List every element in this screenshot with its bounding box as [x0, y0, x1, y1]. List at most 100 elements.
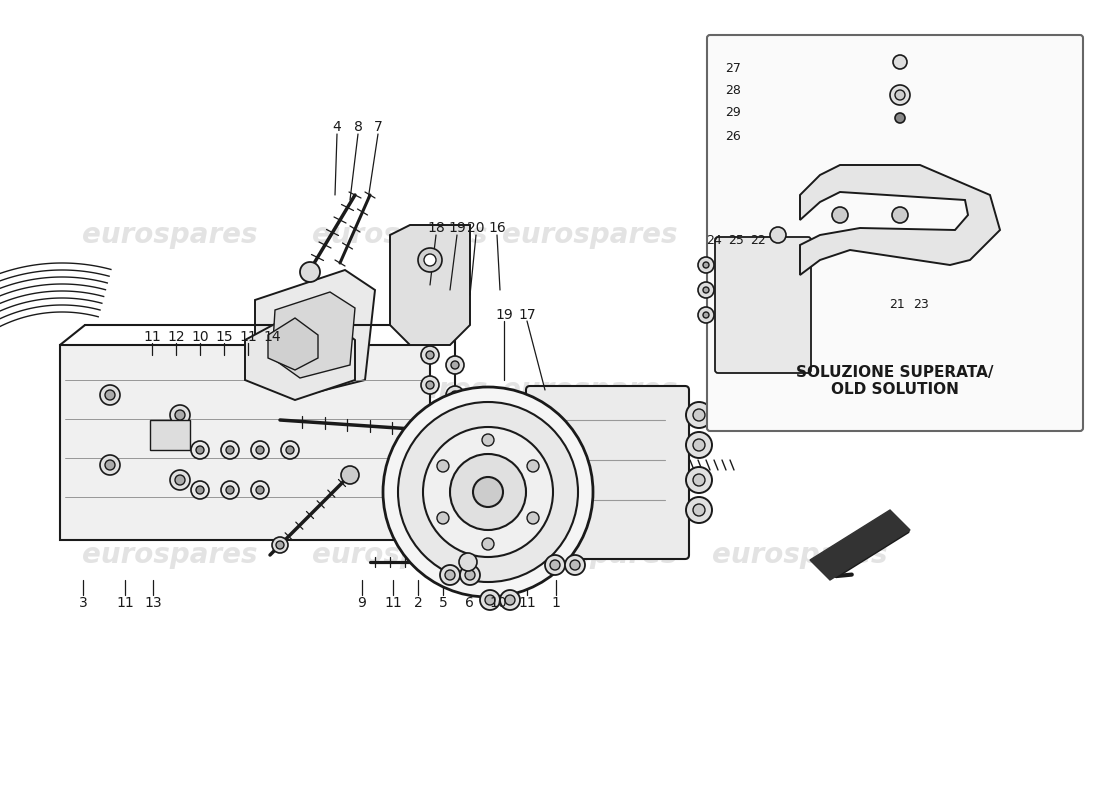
- Text: 24: 24: [706, 234, 722, 246]
- Circle shape: [191, 441, 209, 459]
- Text: 19: 19: [448, 221, 466, 235]
- Text: 19: 19: [495, 308, 513, 322]
- Text: eurospares: eurospares: [82, 541, 257, 569]
- Circle shape: [251, 481, 270, 499]
- Circle shape: [426, 381, 434, 389]
- Text: 11: 11: [143, 330, 161, 344]
- Circle shape: [196, 446, 204, 454]
- Polygon shape: [272, 292, 355, 378]
- Text: 10: 10: [490, 596, 507, 610]
- Text: 29: 29: [725, 106, 741, 119]
- Circle shape: [698, 307, 714, 323]
- Circle shape: [500, 590, 520, 610]
- Circle shape: [703, 262, 710, 268]
- Circle shape: [272, 537, 288, 553]
- Circle shape: [565, 555, 585, 575]
- Circle shape: [693, 409, 705, 421]
- Text: 18: 18: [427, 221, 444, 235]
- Circle shape: [426, 351, 434, 359]
- Circle shape: [527, 460, 539, 472]
- Circle shape: [693, 504, 705, 516]
- Circle shape: [221, 441, 239, 459]
- Text: OLD SOLUTION: OLD SOLUTION: [832, 382, 959, 398]
- Polygon shape: [268, 318, 318, 370]
- Text: 2: 2: [414, 596, 422, 610]
- Circle shape: [890, 85, 910, 105]
- Circle shape: [485, 595, 495, 605]
- Circle shape: [505, 595, 515, 605]
- Circle shape: [544, 555, 565, 575]
- Circle shape: [459, 553, 477, 571]
- Text: 15: 15: [216, 330, 233, 344]
- Circle shape: [693, 439, 705, 451]
- Circle shape: [473, 477, 503, 507]
- Circle shape: [226, 446, 234, 454]
- Circle shape: [175, 410, 185, 420]
- Circle shape: [832, 207, 848, 223]
- Circle shape: [276, 541, 284, 549]
- Polygon shape: [800, 165, 1000, 275]
- Bar: [150, 420, 190, 450]
- Text: 11: 11: [384, 596, 402, 610]
- Text: 17: 17: [518, 308, 536, 322]
- Text: eurospares: eurospares: [312, 221, 487, 249]
- Circle shape: [256, 486, 264, 494]
- Circle shape: [421, 346, 439, 364]
- Circle shape: [280, 441, 299, 459]
- Circle shape: [482, 434, 494, 446]
- Text: 14: 14: [263, 330, 280, 344]
- Text: eurospares: eurospares: [312, 376, 487, 404]
- Text: 8: 8: [353, 120, 362, 134]
- Circle shape: [451, 391, 459, 399]
- Circle shape: [100, 455, 120, 475]
- Text: 11: 11: [239, 330, 257, 344]
- Text: eurospares: eurospares: [82, 376, 257, 404]
- Text: 20: 20: [468, 221, 485, 235]
- Text: 27: 27: [725, 62, 741, 74]
- Circle shape: [170, 405, 190, 425]
- Circle shape: [286, 446, 294, 454]
- FancyBboxPatch shape: [715, 237, 811, 373]
- Circle shape: [446, 356, 464, 374]
- Text: 12: 12: [167, 330, 185, 344]
- Circle shape: [256, 446, 264, 454]
- Polygon shape: [810, 510, 910, 580]
- Text: 28: 28: [725, 83, 741, 97]
- Text: 11: 11: [518, 596, 536, 610]
- Circle shape: [482, 538, 494, 550]
- Circle shape: [446, 570, 455, 580]
- Circle shape: [398, 402, 578, 582]
- Circle shape: [450, 454, 526, 530]
- Circle shape: [686, 402, 712, 428]
- Text: 7: 7: [374, 120, 383, 134]
- Circle shape: [698, 282, 714, 298]
- Circle shape: [191, 481, 209, 499]
- Circle shape: [570, 560, 580, 570]
- Text: 4: 4: [332, 120, 341, 134]
- Circle shape: [383, 387, 593, 597]
- Text: 10: 10: [191, 330, 209, 344]
- Circle shape: [770, 227, 786, 243]
- Text: eurospares: eurospares: [312, 541, 487, 569]
- Circle shape: [421, 376, 439, 394]
- Text: 11: 11: [117, 596, 134, 610]
- Circle shape: [437, 460, 449, 472]
- Text: eurospares: eurospares: [713, 541, 888, 569]
- Circle shape: [686, 432, 712, 458]
- Circle shape: [300, 262, 320, 282]
- Circle shape: [686, 467, 712, 493]
- Circle shape: [175, 475, 185, 485]
- Text: 3: 3: [78, 596, 87, 610]
- Circle shape: [703, 287, 710, 293]
- Polygon shape: [245, 305, 355, 400]
- Text: 13: 13: [144, 596, 162, 610]
- Circle shape: [446, 386, 464, 404]
- Circle shape: [251, 441, 270, 459]
- Circle shape: [895, 90, 905, 100]
- Text: 23: 23: [913, 298, 928, 311]
- Circle shape: [465, 570, 475, 580]
- Text: 6: 6: [464, 596, 473, 610]
- Circle shape: [418, 248, 442, 272]
- Text: 9: 9: [358, 596, 366, 610]
- Circle shape: [440, 565, 460, 585]
